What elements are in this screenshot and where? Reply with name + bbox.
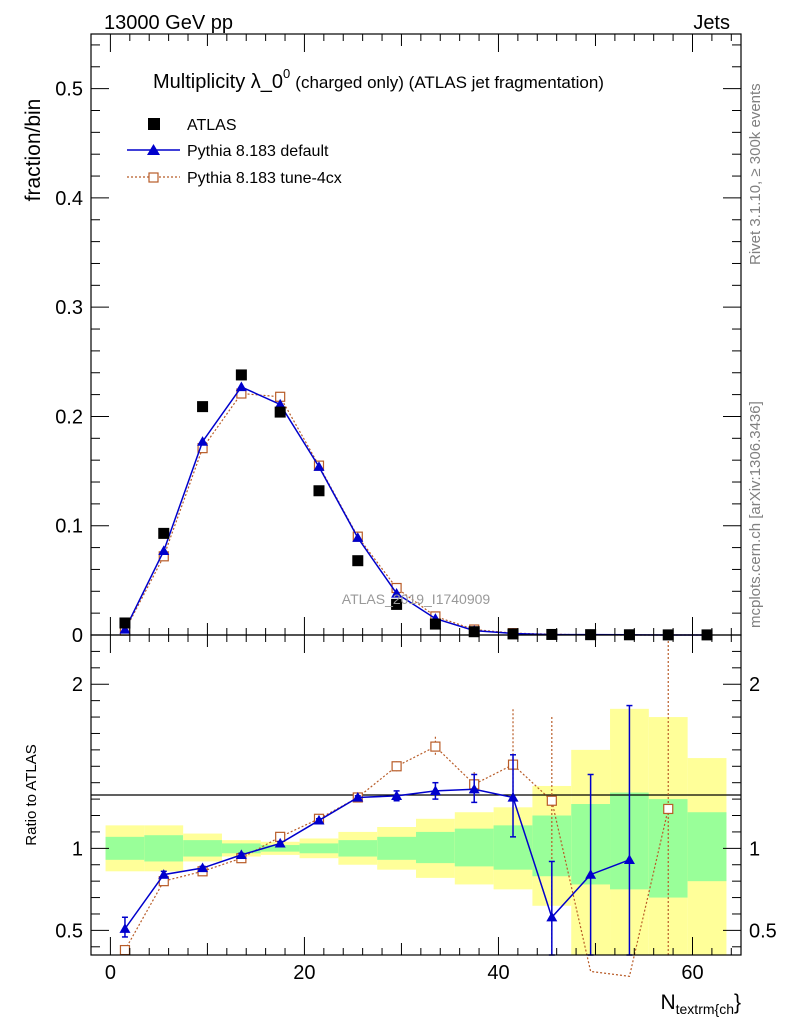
band-inner — [377, 836, 416, 860]
ratio-default-point — [429, 785, 441, 796]
ratio-y-tick-label-right: 1 — [749, 838, 760, 860]
atlas-point — [158, 527, 170, 539]
legend-default-marker — [147, 144, 160, 155]
ratio-default-point — [352, 791, 364, 802]
ratio-tune-point — [663, 803, 674, 815]
ratio-default-point — [468, 783, 480, 794]
ratio-default-point — [313, 814, 325, 825]
plot-title-suffix: (charged only) (ATLAS jet fragmentation) — [295, 73, 604, 92]
x-axis-title-brace: } — [734, 991, 741, 1014]
ratio-tune-point — [546, 795, 557, 806]
atlas-point — [197, 401, 209, 413]
rivet-label: Rivet 3.1.10, ≥ 300k events — [747, 83, 764, 265]
x-axis-title-main: N — [660, 991, 675, 1014]
mcplots-label: mcplots.cern.ch [arXiv:1306.3436] — [747, 401, 764, 628]
main-y-tick-label: 0.1 — [55, 516, 83, 538]
band-inner — [687, 812, 727, 882]
default-point — [274, 398, 286, 409]
ratio-default-point — [158, 869, 170, 879]
band-inner — [299, 843, 339, 854]
process-label: Jets — [693, 12, 730, 34]
band-inner — [338, 840, 378, 857]
ratio-default-point — [391, 790, 403, 800]
ratio-default-point — [623, 854, 635, 864]
energy-label: 13000 GeV pp — [104, 12, 233, 34]
legend: ATLAS Pythia 8.183 default Pythia 8.183 … — [127, 117, 342, 187]
ratio-y-tick-label: 1 — [72, 838, 83, 860]
x-tick-label: 0 — [105, 962, 116, 984]
tune-line — [124, 392, 708, 636]
legend-tune-marker — [148, 172, 159, 183]
main-y-tick-label: 0.5 — [55, 79, 83, 101]
default-point — [197, 436, 209, 446]
ratio-y-tick-label-right: 2 — [749, 674, 760, 696]
plot-title: Multiplicity λ_00 (charged only) (ATLAS j… — [153, 66, 604, 93]
main-y-tick-label: 0 — [72, 625, 83, 647]
ratio-uncertainty-bands — [105, 708, 727, 955]
default-point — [119, 624, 131, 634]
main-y-axis: 0 0.1 0.2 0.3 0.4 0.5 — [55, 44, 741, 647]
default-point — [352, 532, 364, 542]
atlas-point — [352, 555, 364, 567]
ratio-default-point — [507, 791, 519, 802]
x-axis-title-subscript: textrm{ch — [676, 1001, 734, 1017]
main-y-tick-label: 0.2 — [55, 406, 83, 428]
band-inner — [105, 836, 145, 860]
ratio-y-axis: 0.5 0.5 1 1 2 2 — [55, 650, 777, 948]
band-inner — [416, 831, 455, 864]
x-axis: 0 20 40 60 — [105, 34, 732, 984]
ratio-panel-frame — [90, 634, 742, 956]
default-point — [158, 545, 170, 555]
ratio-default-line — [124, 788, 630, 930]
legend-atlas-marker — [148, 118, 160, 130]
plot-title-superscript: 0 — [283, 66, 290, 81]
ratio-y-axis-title: Ratio to ATLAS — [23, 744, 40, 845]
atlas-point — [391, 598, 403, 610]
band-inner — [454, 828, 494, 867]
ratio-y-tick-label: 2 — [72, 674, 83, 696]
main-y-tick-label: 0.3 — [55, 297, 83, 319]
x-tick-label: 40 — [487, 962, 509, 984]
band-inner — [144, 835, 184, 862]
ratio-default-point — [546, 911, 558, 922]
default-point — [235, 381, 247, 392]
legend-atlas-label: ATLAS — [187, 117, 237, 134]
atlas-point — [274, 406, 286, 418]
x-axis-title: Ntextrm{ch} — [660, 991, 741, 1017]
analysis-watermark: ATLAS_2019_I1740909 — [342, 591, 491, 607]
ratio-default-point — [235, 849, 247, 860]
default-point — [313, 461, 325, 471]
atlas-point — [507, 628, 519, 640]
atlas-point — [429, 618, 441, 630]
band-inner — [183, 840, 222, 857]
ratio-tune-point — [391, 761, 402, 772]
band-inner — [221, 843, 261, 854]
atlas-point — [468, 626, 480, 638]
ratio-tune-point — [119, 944, 131, 956]
ratio-y-tick-label-right: 0.5 — [749, 920, 777, 942]
x-tick-label: 60 — [681, 962, 703, 984]
atlas-point — [313, 485, 325, 497]
legend-tune-label: Pythia 8.183 tune-4cx — [187, 170, 342, 187]
atlas-point — [235, 369, 247, 381]
ratio-default-point — [197, 862, 209, 873]
x-tick-label: 20 — [293, 962, 315, 984]
main-y-axis-title: fraction/bin — [22, 99, 45, 202]
ratio-y-tick-label: 0.5 — [55, 920, 83, 942]
plot-title-main: Multiplicity λ_0 — [153, 71, 283, 93]
ratio-default-point — [274, 837, 286, 848]
main-y-tick-label: 0.4 — [55, 188, 83, 210]
ratio-tune-point — [430, 741, 441, 752]
ratio-default-point — [119, 923, 131, 933]
default-point — [391, 587, 403, 598]
band-inner — [260, 845, 300, 852]
legend-default-label: Pythia 8.183 default — [187, 143, 329, 160]
ratio-default-point — [585, 869, 597, 879]
atlas-point — [119, 617, 131, 629]
